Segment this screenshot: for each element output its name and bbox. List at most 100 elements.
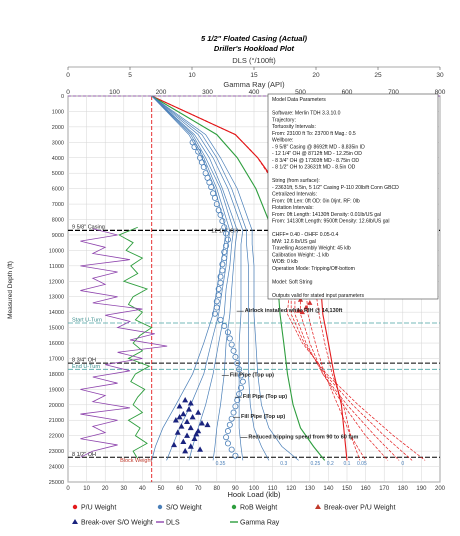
- annotation-label: Fill Pipe (Top up): [243, 394, 287, 400]
- info-line: Model: Soft String: [272, 279, 313, 285]
- y-tick-label: 20000: [49, 403, 64, 409]
- y-tick-label: 24000: [49, 465, 64, 471]
- x-tick-label: 60: [176, 486, 183, 492]
- series-line-s-o-weight-ff-0-2: [151, 95, 238, 461]
- x-tick-label: 160: [361, 486, 372, 492]
- legend-marker: [72, 504, 78, 510]
- y-tick-label: 7000: [52, 202, 64, 208]
- ff-label: 0.05: [357, 461, 367, 467]
- so-data-point: [236, 390, 243, 397]
- breakover-so-point: [176, 403, 183, 409]
- x-tick-label: 30: [120, 486, 127, 492]
- breakover-so-point: [189, 413, 196, 420]
- info-line: Wellbore:: [272, 138, 293, 144]
- depth-marker-label: End U-Turn: [72, 364, 100, 370]
- so-data-point: [226, 421, 233, 428]
- x-tick-label: 130: [305, 486, 316, 492]
- so-data-point: [223, 434, 230, 441]
- so-data-point: [232, 353, 239, 360]
- info-line: From: 0ft Len: 0ft OD: 0in 0/jnt. RF: 0l…: [272, 198, 360, 204]
- so-data-point: [237, 384, 244, 391]
- y-tick-label: 1000: [52, 109, 64, 115]
- gamma-ray-line: [118, 226, 153, 460]
- x-tick-label: 150: [342, 486, 353, 492]
- legend-label: Break-over S/O Weight: [81, 520, 153, 527]
- dls-tick-label: 0: [66, 72, 70, 79]
- x-tick-label: 110: [268, 486, 278, 492]
- so-data-point: [215, 292, 222, 299]
- info-line: - 23631ft, 5.5in, 5 1/2" Casing P-110 20…: [272, 185, 399, 191]
- info-line: - 8 1/2" OH to 23631ft MD - 8.5in OD: [272, 165, 356, 171]
- gamma-tick-label: 400: [249, 89, 260, 96]
- so-data-point: [223, 230, 230, 237]
- breakover-so-point: [182, 396, 189, 403]
- breakover-so-point: [187, 443, 194, 449]
- y-tick-label: 9000: [52, 233, 64, 239]
- info-line: Software: Merlin TDH 3.3.10.0: [272, 111, 341, 117]
- x-tick-label: 10: [83, 486, 90, 492]
- gamma-tick-label: 100: [109, 89, 120, 96]
- so-data-point: [208, 184, 215, 191]
- legend-label: Break-over P/U Weight: [324, 505, 396, 512]
- breakover-pu-point: [296, 307, 302, 313]
- breakover-so-point: [174, 429, 181, 435]
- so-data-point: [230, 409, 237, 416]
- info-line: Operation Mode: Tripping/Off-bottom: [272, 266, 355, 272]
- y-tick-label: 2000: [52, 125, 64, 131]
- dls-line: [80, 228, 168, 458]
- breakover-so-point: [182, 447, 189, 454]
- y-tick-label: 18000: [49, 372, 64, 378]
- y-tick-label: 19000: [49, 387, 64, 393]
- info-line: - 8 3/4" OH @ 17303ft MD - 8.75in OD: [272, 158, 359, 164]
- so-data-point: [224, 440, 231, 447]
- info-line: From: 23100 ft To: 23700 ft Mag.: 0.5: [272, 131, 356, 137]
- so-data-point: [228, 341, 235, 348]
- chart-title: 5 1/2" Floated Casing (Actual): [201, 34, 308, 43]
- gamma-tick-label: 600: [342, 89, 353, 96]
- x-tick-label: 120: [286, 486, 297, 492]
- x-tick-label: 180: [398, 486, 409, 492]
- info-line: WOB: 0 klb: [272, 259, 298, 265]
- info-line: Calibration Weight: -1 klb: [272, 252, 329, 258]
- breakover-so-point: [187, 400, 194, 406]
- breakover-so-point: [185, 406, 192, 412]
- so-data-point: [236, 366, 243, 373]
- y-tick-label: 12000: [49, 279, 64, 285]
- so-data-point: [217, 211, 224, 218]
- y-tick-label: 25000: [49, 480, 64, 486]
- y-tick-label: 14000: [49, 310, 64, 316]
- annotation-label: Fill Pipe (Top up): [241, 414, 285, 420]
- so-data-point: [195, 148, 202, 155]
- so-data-point: [200, 164, 207, 171]
- so-data-point: [234, 360, 241, 367]
- x-tick-label: 200: [435, 486, 446, 492]
- y-axis-label: Measured Depth (ft): [7, 261, 14, 319]
- dls-tick-label: 10: [188, 72, 196, 79]
- so-data-point: [234, 397, 241, 404]
- series-line-s-o-weight-ff-0-05: [151, 95, 270, 461]
- info-line: - 9 5/8" Casing @ 8692ft MD - 8.835in ID: [272, 144, 365, 150]
- so-data-point: [217, 273, 224, 280]
- y-tick-label: 4000: [52, 156, 64, 162]
- y-tick-label: 17000: [49, 356, 64, 362]
- info-line: - 12 1/4" OH @ 8712ft MD - 12.25in OD: [272, 151, 362, 157]
- breakover-so-point: [184, 418, 191, 424]
- breakover-so-point: [193, 430, 200, 437]
- info-line: Flotation Intervals:: [272, 205, 314, 211]
- x-tick-label: 90: [232, 486, 239, 492]
- legend-marker: [72, 519, 78, 524]
- info-line: Model Data Parameters: [272, 97, 326, 103]
- y-tick-label: 15000: [49, 326, 64, 332]
- y-tick-label: 22000: [49, 434, 64, 440]
- dls-axis-label: DLS (°/100ft): [232, 56, 276, 65]
- gamma-tick-label: 800: [435, 89, 446, 96]
- breakover-so-point: [180, 410, 187, 417]
- series-line-s-o-weight-ff-0: [151, 95, 299, 461]
- breakover-so-point: [180, 438, 187, 445]
- x-tick-label: 100: [249, 486, 260, 492]
- breakover-so-point: [178, 423, 185, 429]
- depth-marker-label: 8 1/2" OH: [72, 452, 96, 458]
- so-data-point: [221, 255, 228, 262]
- ff-label: 0.25: [311, 461, 321, 467]
